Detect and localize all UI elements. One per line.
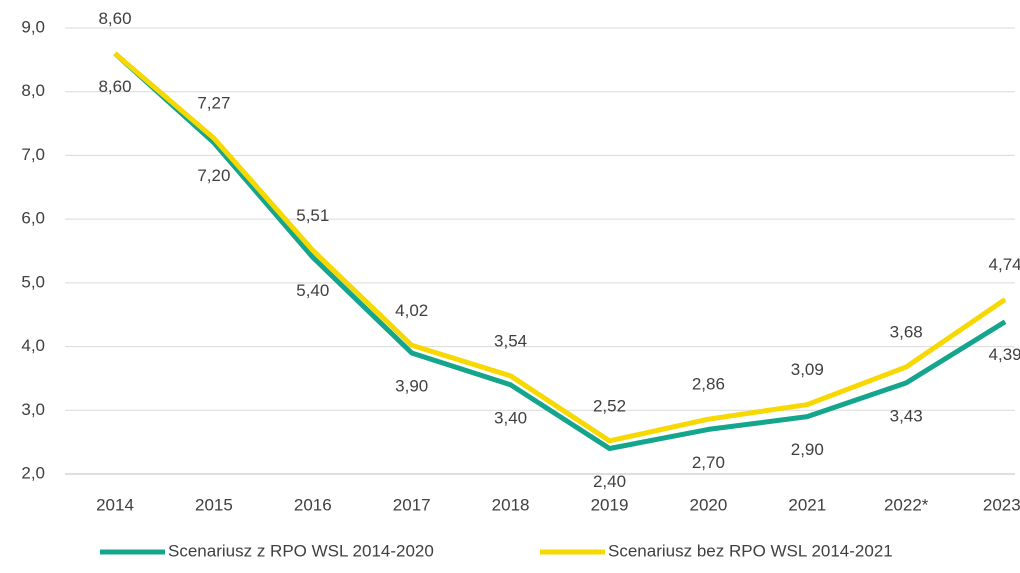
series-line (113, 51, 1007, 452)
x-tick-label: 2019 (591, 495, 629, 514)
x-tick-label: 2020 (689, 495, 727, 514)
x-tick-label: 2017 (393, 495, 431, 514)
data-label: 5,51 (296, 206, 329, 225)
data-label: 2,52 (593, 396, 626, 415)
data-label: 4,74 (989, 255, 1020, 274)
y-tick-label: 2,0 (21, 463, 45, 482)
legend-label: Scenariusz z RPO WSL 2014-2020 (168, 541, 434, 560)
y-tick-label: 6,0 (21, 209, 45, 228)
data-label: 3,09 (791, 360, 824, 379)
data-label: 3,54 (494, 331, 527, 350)
y-tick-label: 5,0 (21, 272, 45, 291)
data-label: 3,43 (890, 406, 923, 425)
data-label: 2,86 (692, 375, 725, 394)
data-label: 4,02 (395, 301, 428, 320)
y-tick-label: 4,0 (21, 336, 45, 355)
legend-label: Scenariusz bez RPO WSL 2014-2021 (608, 541, 893, 560)
data-label: 4,39 (989, 345, 1020, 364)
data-label: 7,20 (197, 166, 230, 185)
data-label: 8,60 (98, 77, 131, 96)
y-tick-label: 9,0 (21, 17, 45, 36)
data-label: 8,60 (98, 9, 131, 28)
data-label: 3,68 (890, 322, 923, 341)
data-label: 2,90 (791, 440, 824, 459)
data-label: 3,90 (395, 376, 428, 395)
data-label: 5,40 (296, 281, 329, 300)
data-label: 2,70 (692, 453, 725, 472)
y-tick-label: 3,0 (21, 400, 45, 419)
x-tick-label: 2022* (884, 495, 929, 514)
y-tick-label: 8,0 (21, 81, 45, 100)
data-label: 3,40 (494, 408, 527, 427)
x-tick-label: 2014 (96, 495, 134, 514)
y-tick-label: 7,0 (21, 145, 45, 164)
data-label: 7,27 (197, 94, 230, 113)
x-tick-label: 2016 (294, 495, 332, 514)
x-tick-label: 2023* (983, 495, 1020, 514)
x-tick-label: 2018 (492, 495, 530, 514)
series-line (113, 51, 1007, 444)
x-tick-label: 2015 (195, 495, 233, 514)
data-label: 2,40 (593, 472, 626, 491)
x-tick-label: 2021 (788, 495, 826, 514)
